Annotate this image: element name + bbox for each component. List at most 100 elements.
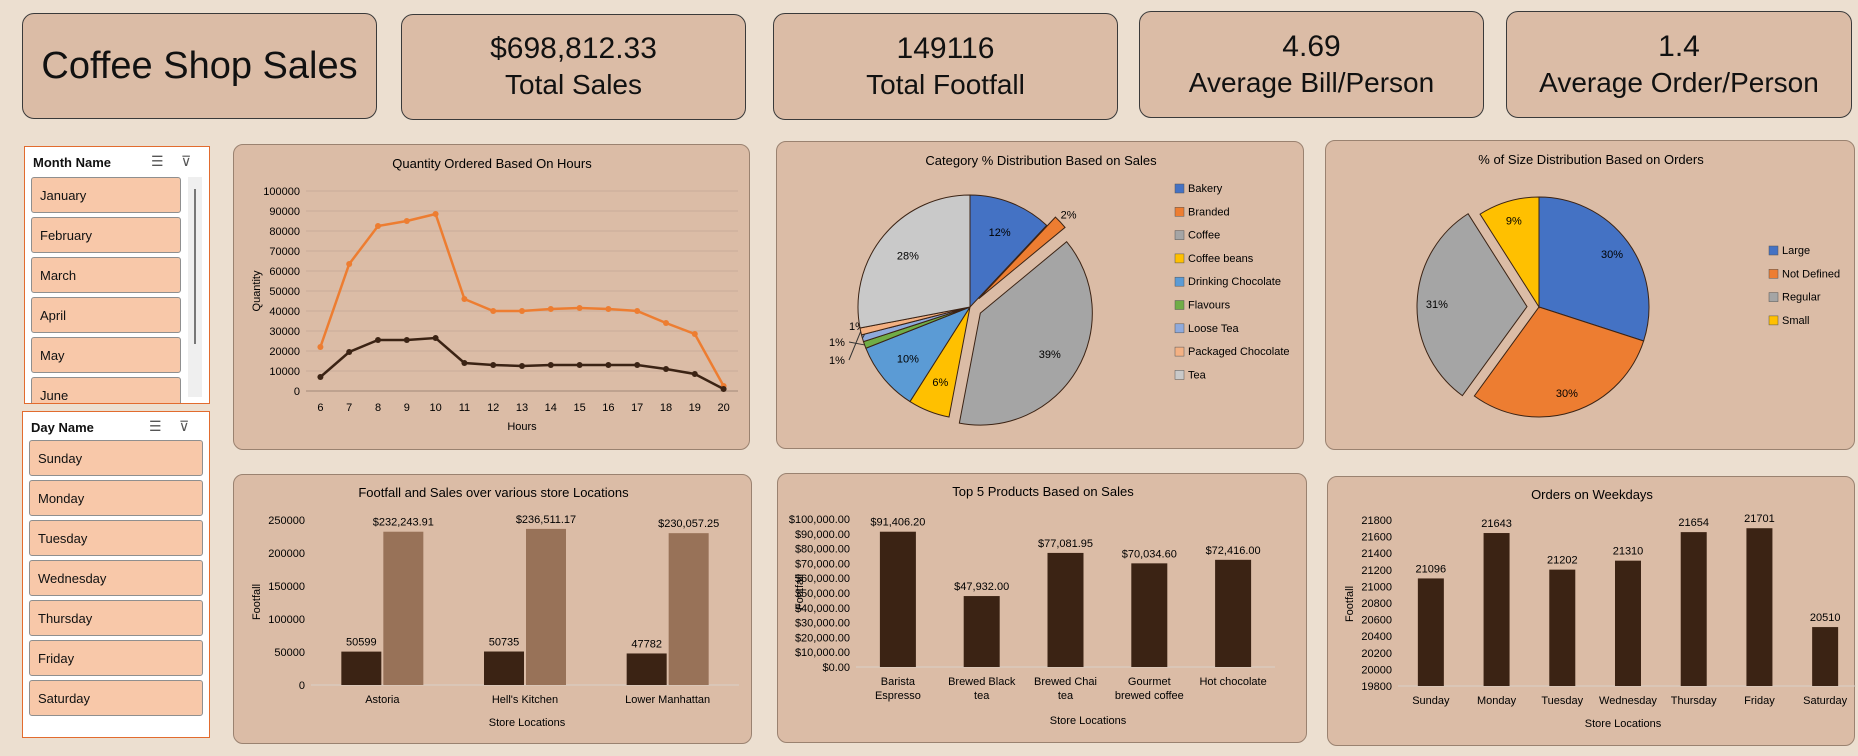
hours-chart-panel: Quantity Ordered Based On Hours 0 10000 200… <box>233 144 750 450</box>
category-label: Espresso <box>875 690 921 702</box>
dashboard-title: Coffee Shop Sales <box>22 13 377 119</box>
slicer-item-saturday[interactable]: Saturday <box>29 680 203 716</box>
products-chart-panel: Top 5 Products Based on Sales $0.00 $10,00… <box>777 473 1307 743</box>
kpi-total-sales: $698,812.33 Total Sales <box>401 14 746 120</box>
legend-swatch <box>1174 183 1185 194</box>
bar <box>1417 578 1444 686</box>
data-label: 31% <box>1426 299 1448 311</box>
y-tick-label: 40000 <box>269 306 300 318</box>
slicer-item-may[interactable]: May <box>31 337 181 373</box>
category-label: Friday <box>1744 695 1775 707</box>
category-label: Saturday <box>1803 695 1848 707</box>
y-tick-label: 100000 <box>263 186 300 198</box>
bar <box>341 651 382 685</box>
bar <box>1483 533 1510 686</box>
data-point <box>432 335 439 341</box>
data-point <box>663 320 669 326</box>
x-tick-label: 11 <box>459 402 470 414</box>
pie-slice-branded <box>978 216 1066 300</box>
chart-title: Footfall and Sales over various store Lo… <box>358 485 629 500</box>
legend-swatch <box>1174 230 1185 240</box>
y-tick-label: $40,000.00 <box>795 603 850 615</box>
slicer-item-january[interactable]: January <box>31 177 181 213</box>
data-label: 9% <box>1506 215 1522 227</box>
chart-title: % of Size Distribution Based on Orders <box>1478 152 1704 167</box>
data-point <box>461 360 468 366</box>
slicer-item-tuesday[interactable]: Tuesday <box>29 520 203 556</box>
bar <box>1615 560 1641 686</box>
y-axis-label: Quantity <box>251 270 263 311</box>
bar <box>1131 563 1168 667</box>
y-tick-label: 150000 <box>268 581 305 593</box>
multi-select-icon[interactable]: ☰ <box>151 153 164 169</box>
data-label: $70,034.60 <box>1122 548 1177 560</box>
y-tick-label: 60000 <box>269 266 300 278</box>
size-pie-chart: % of Size Distribution Based on Orders 30… <box>1416 152 1840 418</box>
x-tick-label: 6 <box>317 402 323 414</box>
legend-label: Not Defined <box>1782 268 1840 280</box>
y-tick-label: 19800 <box>1361 681 1392 693</box>
y-tick-label: 50000 <box>269 286 300 298</box>
x-tick-label: 7 <box>346 402 352 414</box>
y-tick-label: $100,000.00 <box>789 514 850 526</box>
clear-filter-icon[interactable]: ⊽ <box>179 418 190 434</box>
slicer-item-april[interactable]: April <box>31 297 181 333</box>
pie-slice-regular <box>1416 213 1528 397</box>
legend-label: Flavours <box>1188 300 1231 312</box>
data-label: 28% <box>897 251 919 263</box>
data-label: $47,932.00 <box>954 581 1009 593</box>
data-label: 21096 <box>1416 563 1447 575</box>
data-point <box>519 363 525 369</box>
locations-bar-chart: Footfall and Sales over various store Lo… <box>251 485 739 729</box>
slicer-scrollbar-thumb[interactable] <box>194 189 196 344</box>
category-label: tea <box>1058 690 1074 702</box>
slicer-item-february[interactable]: February <box>31 217 181 253</box>
data-point <box>346 261 353 267</box>
day-slicer[interactable]: Day Name ☰ ⊽ Sunday Monday Tuesday Wedne… <box>22 411 210 738</box>
slicer-item-wednesday[interactable]: Wednesday <box>29 560 203 596</box>
kpi-value: 149116 <box>896 31 995 65</box>
x-tick-label: 17 <box>631 402 643 414</box>
data-point <box>432 211 439 217</box>
locations-chart-panel: Footfall and Sales over various store Lo… <box>233 474 752 744</box>
month-slicer[interactable]: Month Name ☰ ⊽ January February March Ap… <box>24 146 210 404</box>
y-tick-label: 20000 <box>1361 664 1392 676</box>
data-point <box>634 362 641 368</box>
data-point <box>403 218 410 224</box>
data-point <box>691 371 698 377</box>
slicer-item-monday[interactable]: Monday <box>29 480 203 516</box>
y-tick-label: 50000 <box>274 647 305 659</box>
legend-swatch <box>1768 315 1779 326</box>
slicer-item-march[interactable]: March <box>31 257 181 293</box>
y-tick-label: 21200 <box>1361 565 1392 577</box>
slicer-item-sunday[interactable]: Sunday <box>29 440 203 476</box>
slicer-scrollbar[interactable] <box>188 177 202 397</box>
category-chart-panel: Category % Distribution Based on Sales 12… <box>776 141 1304 449</box>
category-label: Astoria <box>365 694 400 706</box>
y-tick-label: 200000 <box>268 548 305 560</box>
slicer-item-june[interactable]: June <box>31 377 181 403</box>
slicer-item-thursday[interactable]: Thursday <box>29 600 203 636</box>
data-point <box>461 296 468 302</box>
data-label: 1% <box>829 337 845 349</box>
data-label: 10% <box>897 353 919 365</box>
x-tick-label: 16 <box>602 402 614 414</box>
x-tick-label: 8 <box>375 402 381 414</box>
kpi-value: 4.69 <box>1282 29 1341 63</box>
category-label: Gourmet <box>1128 676 1171 688</box>
hours-line-chart: Quantity Ordered Based On Hours 0 10000 200… <box>251 156 738 433</box>
y-tick-label: 20800 <box>1361 598 1392 610</box>
slicer-item-friday[interactable]: Friday <box>29 640 203 676</box>
data-label: $72,416.00 <box>1206 545 1261 557</box>
legend-label: Loose Tea <box>1188 323 1239 335</box>
kpi-label: Average Bill/Person <box>1188 66 1435 98</box>
y-tick-label: 20600 <box>1361 615 1392 627</box>
y-tick-label: 70000 <box>269 246 300 258</box>
category-label: Barista <box>881 676 916 688</box>
weekdays-bar-chart: Orders on Weekdays 19800 20000 20200 20400 20… <box>1344 487 1858 730</box>
clear-filter-icon[interactable]: ⊽ <box>181 153 192 169</box>
size-chart-panel: % of Size Distribution Based on Orders 30… <box>1325 140 1855 450</box>
x-tick-label: 10 <box>429 402 441 414</box>
multi-select-icon[interactable]: ☰ <box>149 418 162 434</box>
legend-swatch <box>1768 269 1779 279</box>
